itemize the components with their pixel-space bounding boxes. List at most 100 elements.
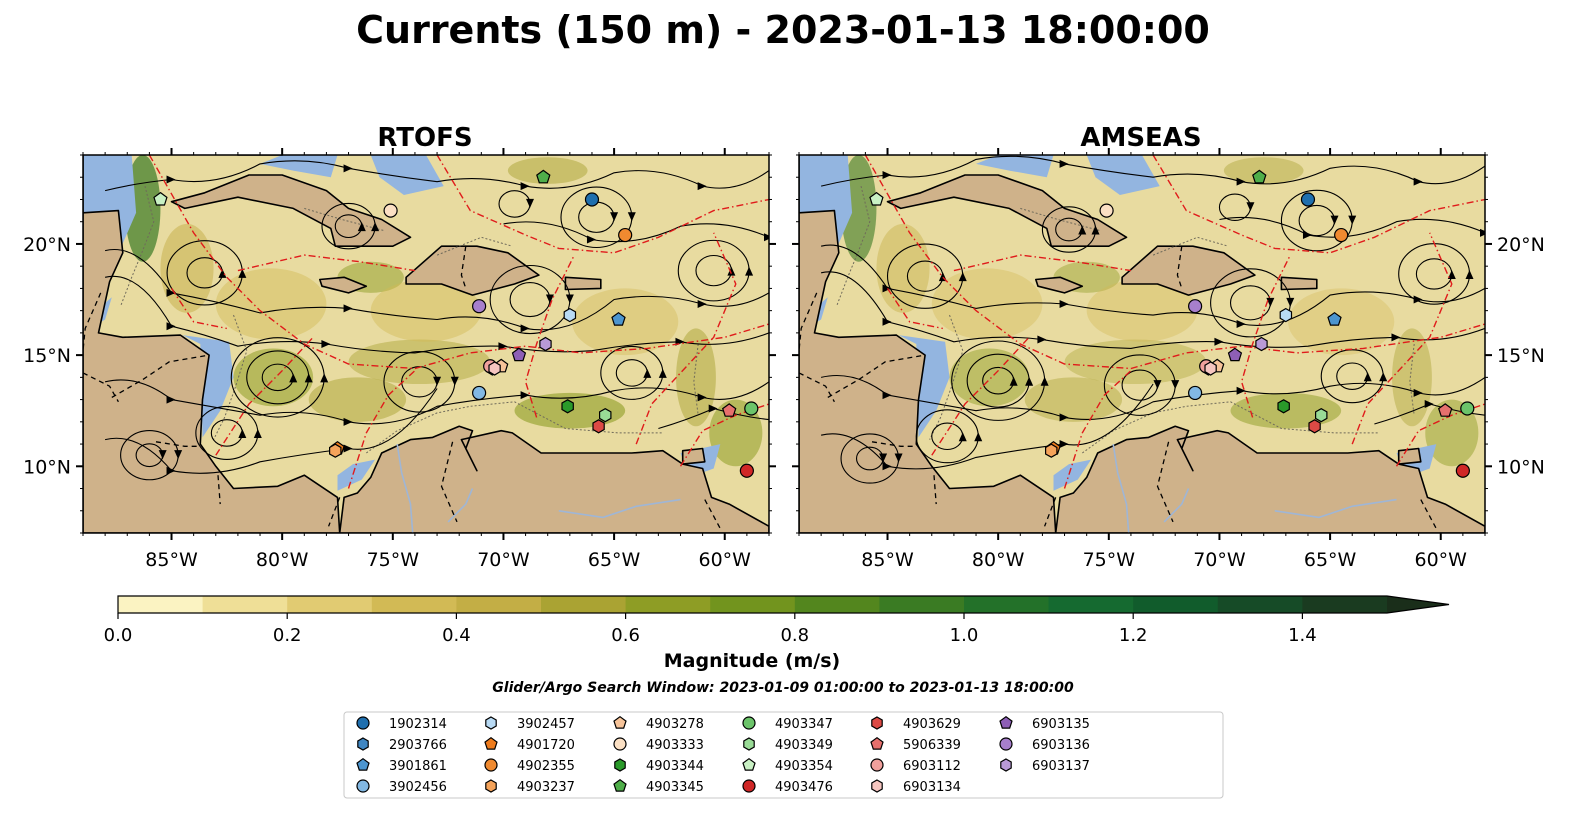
river-line [447,488,474,523]
streamline-arrow [357,222,366,232]
land-polygon [681,447,706,465]
shallow-water [260,155,338,178]
legend-label: 4903476 [775,780,833,795]
legend-marker [613,715,627,729]
legend-marker [485,716,497,730]
search-window-text: Glider/Argo Search Window: 2023-01-09 01… [492,680,1074,696]
streamline-arrow [1214,337,1224,346]
legend-entry: 4903344 [614,758,704,774]
streamline-arrow [697,182,707,191]
land-polygon [1121,245,1256,296]
legend-entry: 4903629 [871,716,961,732]
legend-marker [871,716,883,730]
colorbar-segment [1048,596,1134,613]
streamline-arrow [321,340,331,348]
streamline-arrow [1059,413,1069,422]
platform-markers [869,169,1475,478]
streamline-arrow [320,373,329,383]
country-border [83,372,119,403]
streamline-arrow [238,428,247,438]
colorbar-tick-label: 0.2 [273,625,302,646]
isobath-line [120,185,155,307]
eez-boundary [635,232,737,445]
country-border [1156,441,1174,523]
streamline-arrow [343,417,353,426]
legend-entry: 4903476 [742,779,833,795]
land-polygon [1054,425,1485,533]
legend-entry: 4903345 [613,778,704,795]
legend-marker [614,758,626,772]
legend-entry: 3902457 [485,716,575,732]
streamline-arrow [697,393,707,402]
streamline-arrow [610,212,619,222]
legend-label: 4902355 [517,759,575,774]
streamline-arrow [1391,333,1401,342]
lon-tick-label: 80°W [972,549,1025,571]
platform-3902457 [1279,307,1293,323]
streamline-arrow [520,324,530,333]
legend-marker [999,715,1013,729]
legend-marker [742,779,756,793]
eez-boundary [1152,155,1485,254]
panel-title: AMSEAS [1080,123,1201,153]
eez-boundary [679,403,769,467]
streamline-arrow [371,222,380,232]
lon-tick-label: 65°W [1304,549,1357,571]
lon-tick-label: 60°W [1415,549,1468,571]
river-line [558,498,681,519]
legend-marker [742,757,756,771]
speed-contour-blob [1024,377,1123,422]
country-border [871,441,917,447]
streamline-arrow [1286,297,1295,307]
land-polygon [338,425,769,533]
legend-entry: 6903137 [1000,758,1090,774]
platform-4903629 [592,419,605,434]
platform-4903629 [1308,419,1321,434]
streamline-arrow [1330,215,1339,225]
legend-label: 3902457 [517,717,575,732]
streamline-arrow [882,462,892,471]
legend-label: 6903134 [903,780,961,795]
country-border [460,246,467,289]
shallow-water [337,459,376,491]
colorbar-segment [794,596,880,613]
streamline-arrow [894,453,903,463]
legend-label: 4903278 [646,717,704,732]
eez-boundary [1395,403,1485,467]
streamline-arrow [882,284,892,293]
lon-tick-label: 85°W [145,549,198,571]
streamline-arrow [304,373,313,383]
land-polygon [886,174,1128,247]
river-line [396,443,414,533]
legend-marker [743,737,755,751]
streamline-arrow [882,391,892,400]
streamline-arrow [658,368,667,378]
country-border [799,372,835,403]
land-polygon [405,245,540,296]
legend-label: 1902314 [389,717,447,732]
streamline-arrow [1246,202,1255,212]
lon-tick-label: 65°W [588,549,641,571]
platform-1902314 [584,192,600,207]
streamline-arrow [1037,335,1047,344]
streamlines [820,155,1485,484]
streamline-arrow [166,322,176,331]
streamline-arrow [520,182,530,191]
colorbar-outline [117,595,1450,614]
legend-entry: 3902456 [356,779,447,795]
platform-3901861 [611,311,626,326]
streamline-arrow [565,294,574,304]
streamline-arrow [158,450,167,460]
colorbar-tick-label: 1.0 [950,625,979,646]
map-layers [83,155,769,533]
streamline-arrow [1153,380,1162,390]
eez-boundary [1240,254,1291,418]
legend-entry: 6903136 [999,737,1090,753]
map-panel-rtofs: RTOFS 85°W 80°W 75°W 70°W 65°W 60°W 10°N 15°N 20… [23,123,776,571]
legend-frame [343,711,1224,799]
streamline-arrow [1465,269,1474,279]
lon-tick-label: 60°W [699,549,752,571]
country-border [799,292,818,351]
streamline-arrow [1040,376,1049,386]
platform-markers [153,169,759,478]
